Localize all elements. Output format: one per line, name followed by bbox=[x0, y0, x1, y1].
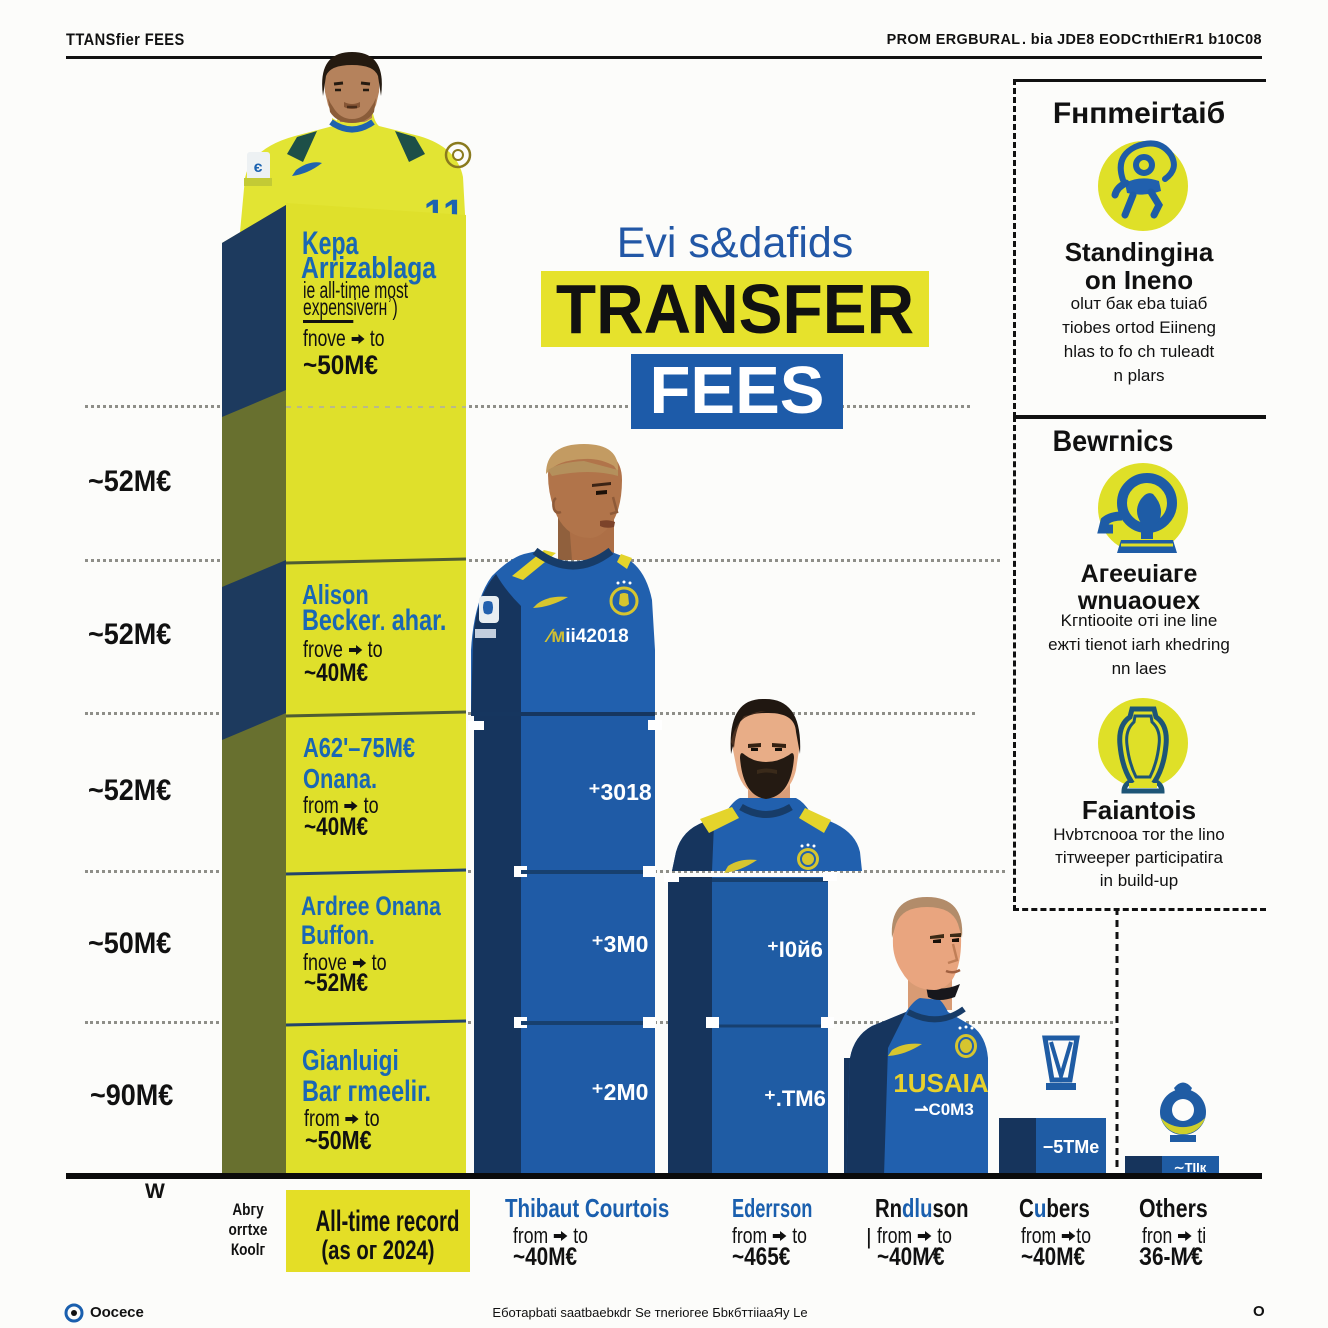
svg-text:⁺І0й6: ⁺І0й6 bbox=[767, 937, 823, 962]
svg-text:∕міi42018: ∕міi42018 bbox=[544, 626, 629, 647]
svg-text:⁺.ТM6: ⁺.ТM6 bbox=[764, 1086, 826, 1111]
svg-text:⇀С0M3: ⇀С0M3 bbox=[914, 1100, 974, 1119]
svg-text:1UЅAІA: 1UЅAІA bbox=[893, 1068, 989, 1098]
svg-text:є: є bbox=[254, 159, 263, 176]
svg-text:⁺3018: ⁺3018 bbox=[588, 779, 652, 805]
svg-text:⁺2M0: ⁺2M0 bbox=[592, 1079, 649, 1105]
svg-text:−5TMе: −5TMе bbox=[1043, 1137, 1100, 1157]
svg-text:⁺3M0: ⁺3M0 bbox=[592, 931, 649, 957]
svg-text:∼TIIк: ∼TIIк bbox=[1174, 1160, 1207, 1175]
